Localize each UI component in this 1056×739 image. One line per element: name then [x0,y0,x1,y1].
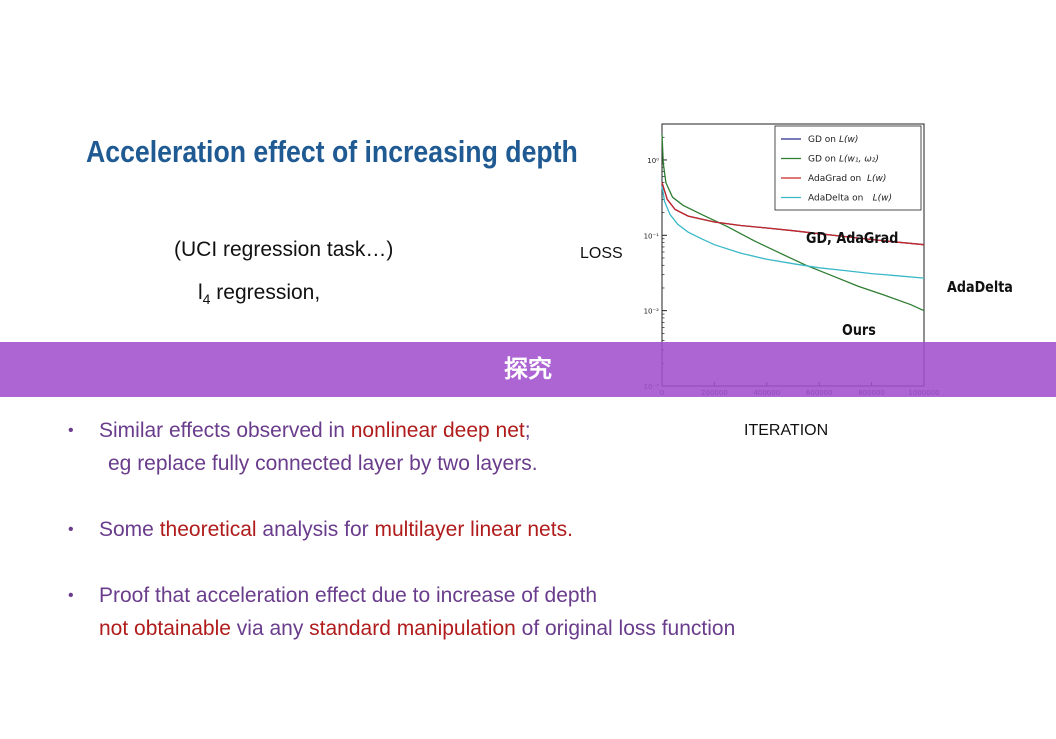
legend-math: L(w) [867,174,886,184]
bullet-dot-icon: • [68,422,74,439]
bullet-item: • Similar effects observed in nonlinear d… [68,414,1028,480]
legend-label: GD on [808,135,836,145]
chart-legend: GD on L(w)GD on L(w₁, ω₂)AdaGrad on L(w)Ada… [774,125,922,211]
bullet-line: eg replace fully connected layer by two … [99,447,1028,480]
chart-series-group [661,134,925,312]
y-axis-caption: LOSS [580,245,623,262]
emphasis-text: standard manipulation [309,617,516,640]
emphasis-text: multilayer linear nets. [374,518,573,541]
legend-math: L(w₁, ω₂) [839,155,879,165]
y-tick-label: 10⁻² [644,308,660,316]
bullet-line: Some theoretical analysis for multilayer… [99,513,1028,546]
series-line [661,182,925,246]
y-tick-label: 10⁰ [647,157,659,165]
bullet-list: • Similar effects observed in nonlinear d… [68,414,1028,678]
bullet-text: eg replace fully connected layer by two … [108,452,538,475]
subtitle-task: (UCI regression task…) [174,238,394,261]
emphasis-text: nonlinear deep net [350,419,525,442]
subtitle-regression-base: l [198,281,203,304]
slide-title: Acceleration effect of increasing depth [86,134,578,169]
series-line [661,134,925,312]
subtitle-regression: l4 regression, [198,281,320,307]
emphasis-text: theoretical [159,518,257,541]
subtitle-regression-sub: 4 [202,291,211,308]
bullet-text: Some [99,518,160,541]
legend-math: L(w) [873,194,892,204]
legend-label: AdaGrad on [808,174,861,184]
bullet-line: Proof that acceleration effect due to in… [99,579,1028,612]
legend-label: GD on [808,155,836,165]
bullet-text: Proof that acceleration effect due to in… [99,584,598,607]
subtitle-regression-rest: regression, [210,281,321,304]
bullet-text: via any [230,617,310,640]
x-axis-caption: ITERATION [744,422,829,439]
annotation-gd-adagrad: GD, AdaGrad [806,229,899,247]
y-tick-label: 10⁻¹ [644,232,660,240]
legend-label: AdaDelta on [808,194,863,204]
bullet-line: Similar effects observed in nonlinear de… [99,414,1028,447]
emphasis-text: not obtainable [99,617,231,640]
bullet-text: analysis for [256,518,375,541]
bullet-text: Similar effects observed in [99,419,351,442]
bullet-item: • Proof that acceleration effect due to i… [68,579,1028,645]
banner-overlay [0,342,1056,397]
legend-box [774,125,922,211]
banner-text: 探究 [504,355,552,383]
bullet-dot-icon: • [68,587,74,604]
annotation-adadelta: AdaDelta [947,278,1013,296]
bullet-text: ; [524,419,531,442]
series-line [661,185,925,279]
bullet-item: • Some theoretical analysis for multilaye… [68,513,1028,546]
legend-math: L(w) [839,135,858,145]
bullet-text: of original loss function [515,617,736,640]
bullet-dot-icon: • [68,521,74,538]
bullet-line: not obtainable via any standard manipula… [99,612,1028,645]
annotation-ours: Ours [842,321,876,339]
